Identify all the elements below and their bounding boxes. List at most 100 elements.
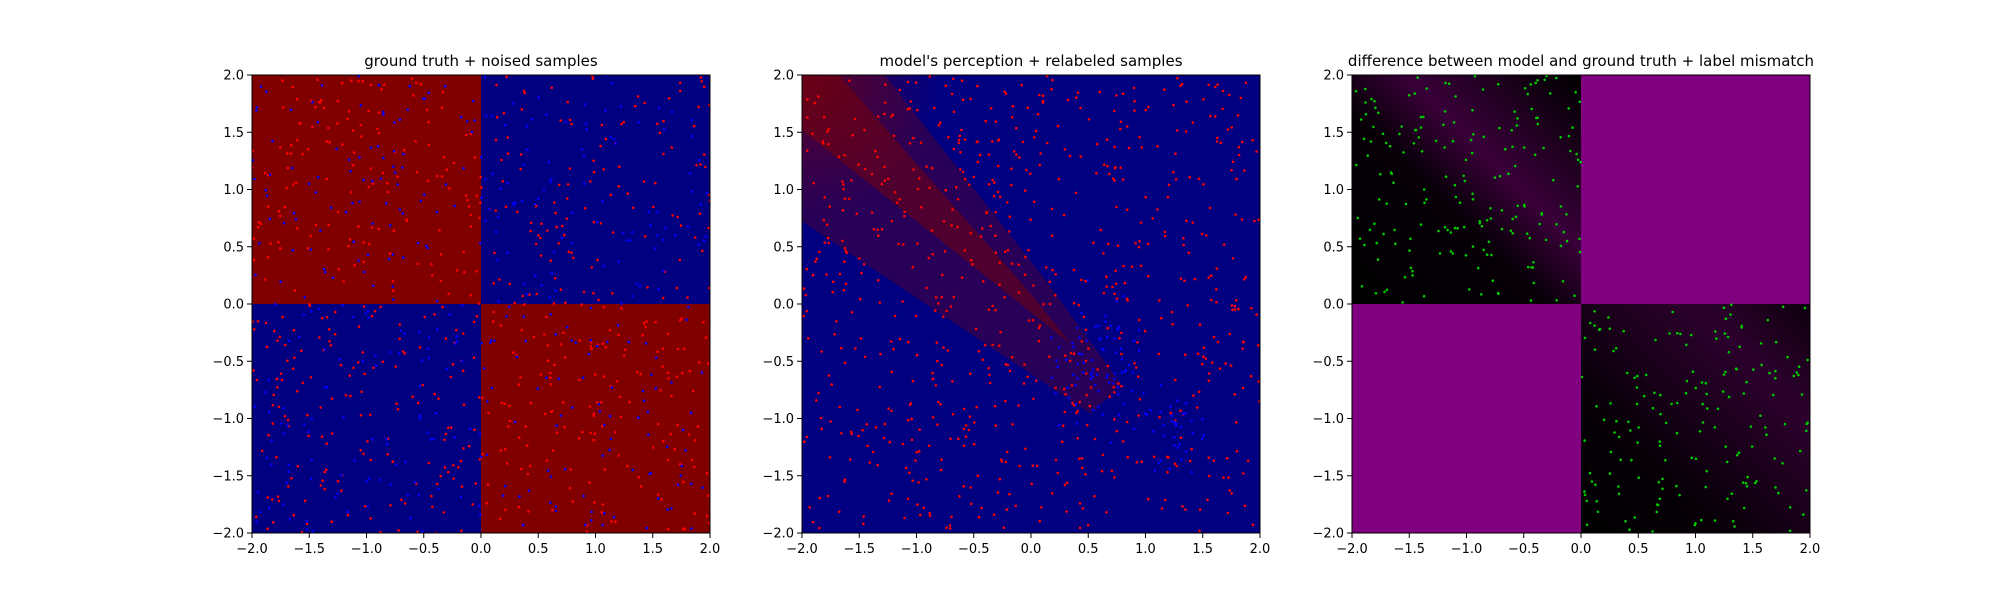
- data-point: [1504, 147, 1507, 151]
- data-point: [381, 360, 385, 364]
- data-point: [871, 450, 875, 454]
- data-point: [705, 471, 709, 475]
- data-point: [418, 346, 422, 349]
- data-point: [563, 425, 566, 429]
- data-point: [580, 303, 583, 306]
- data-point: [994, 211, 997, 214]
- data-point: [316, 175, 320, 179]
- data-point: [482, 367, 486, 370]
- data-point: [477, 302, 481, 305]
- data-point: [991, 140, 994, 143]
- data-point: [1394, 242, 1397, 245]
- data-point: [435, 300, 439, 303]
- data-point: [1095, 373, 1099, 376]
- data-point: [1250, 307, 1253, 310]
- data-point: [604, 137, 608, 141]
- data-point: [1085, 339, 1089, 342]
- data-point: [307, 148, 310, 151]
- data-point: [256, 225, 260, 229]
- data-point: [382, 156, 385, 160]
- data-point: [380, 88, 383, 91]
- data-point: [992, 194, 996, 198]
- data-point: [519, 167, 522, 171]
- data-point: [1078, 526, 1082, 530]
- data-point: [525, 444, 529, 448]
- data-point: [601, 424, 604, 428]
- data-point: [807, 337, 810, 340]
- data-point: [361, 351, 365, 354]
- data-point: [565, 197, 569, 200]
- data-point: [279, 372, 283, 376]
- data-point: [609, 135, 612, 139]
- data-point: [592, 171, 596, 174]
- data-point: [1411, 274, 1414, 277]
- data-point: [908, 107, 912, 110]
- data-point: [357, 325, 361, 328]
- data-point: [1183, 412, 1187, 415]
- data-point: [448, 187, 451, 190]
- data-point: [445, 168, 449, 171]
- data-point: [1523, 205, 1526, 208]
- data-point: [1006, 248, 1010, 252]
- data-point: [294, 181, 298, 184]
- data-point: [479, 201, 482, 205]
- data-point: [1404, 202, 1408, 206]
- data-point: [637, 416, 640, 419]
- data-point: [1235, 177, 1238, 181]
- data-point: [865, 423, 868, 426]
- data-point: [1359, 118, 1363, 121]
- data-point: [893, 314, 897, 318]
- data-point: [420, 359, 424, 362]
- data-point: [918, 513, 922, 517]
- data-point: [529, 221, 533, 225]
- data-point: [1619, 458, 1622, 462]
- data-point: [362, 260, 365, 264]
- data-point: [490, 339, 493, 342]
- data-point: [1715, 337, 1718, 340]
- data-point: [1064, 393, 1067, 396]
- data-point: [909, 100, 912, 103]
- data-point: [1084, 359, 1088, 363]
- data-point: [391, 253, 395, 256]
- data-point: [641, 333, 644, 337]
- data-point: [455, 268, 459, 272]
- data-point: [1138, 135, 1141, 139]
- data-point: [1725, 460, 1729, 464]
- data-point: [546, 469, 550, 472]
- data-point: [601, 523, 604, 527]
- data-point: [1485, 219, 1489, 222]
- data-point: [530, 117, 534, 121]
- data-point: [616, 324, 620, 327]
- data-point: [937, 123, 941, 127]
- data-point: [1024, 447, 1027, 451]
- data-point: [1071, 341, 1074, 345]
- data-point: [1147, 497, 1150, 501]
- data-point: [333, 310, 337, 314]
- data-point: [942, 220, 946, 223]
- data-point: [916, 108, 919, 112]
- data-point: [827, 374, 831, 377]
- data-point: [1017, 263, 1020, 267]
- data-point: [460, 529, 463, 532]
- data-point: [1548, 92, 1552, 95]
- data-point: [464, 133, 468, 137]
- data-point: [359, 449, 363, 452]
- data-point: [505, 315, 508, 318]
- data-point: [918, 177, 921, 180]
- data-point: [1152, 430, 1155, 433]
- data-point: [563, 233, 566, 237]
- data-point: [329, 206, 333, 209]
- data-point: [1676, 331, 1679, 335]
- data-point: [984, 119, 987, 123]
- data-point: [432, 437, 436, 441]
- data-point: [557, 377, 560, 381]
- data-point: [1115, 299, 1118, 303]
- data-point: [1179, 436, 1183, 440]
- data-point: [828, 456, 832, 459]
- data-point: [1041, 99, 1045, 103]
- data-point: [1491, 279, 1495, 283]
- data-point: [601, 454, 604, 457]
- data-point: [631, 294, 634, 298]
- data-point: [931, 416, 935, 419]
- data-point: [1185, 100, 1188, 103]
